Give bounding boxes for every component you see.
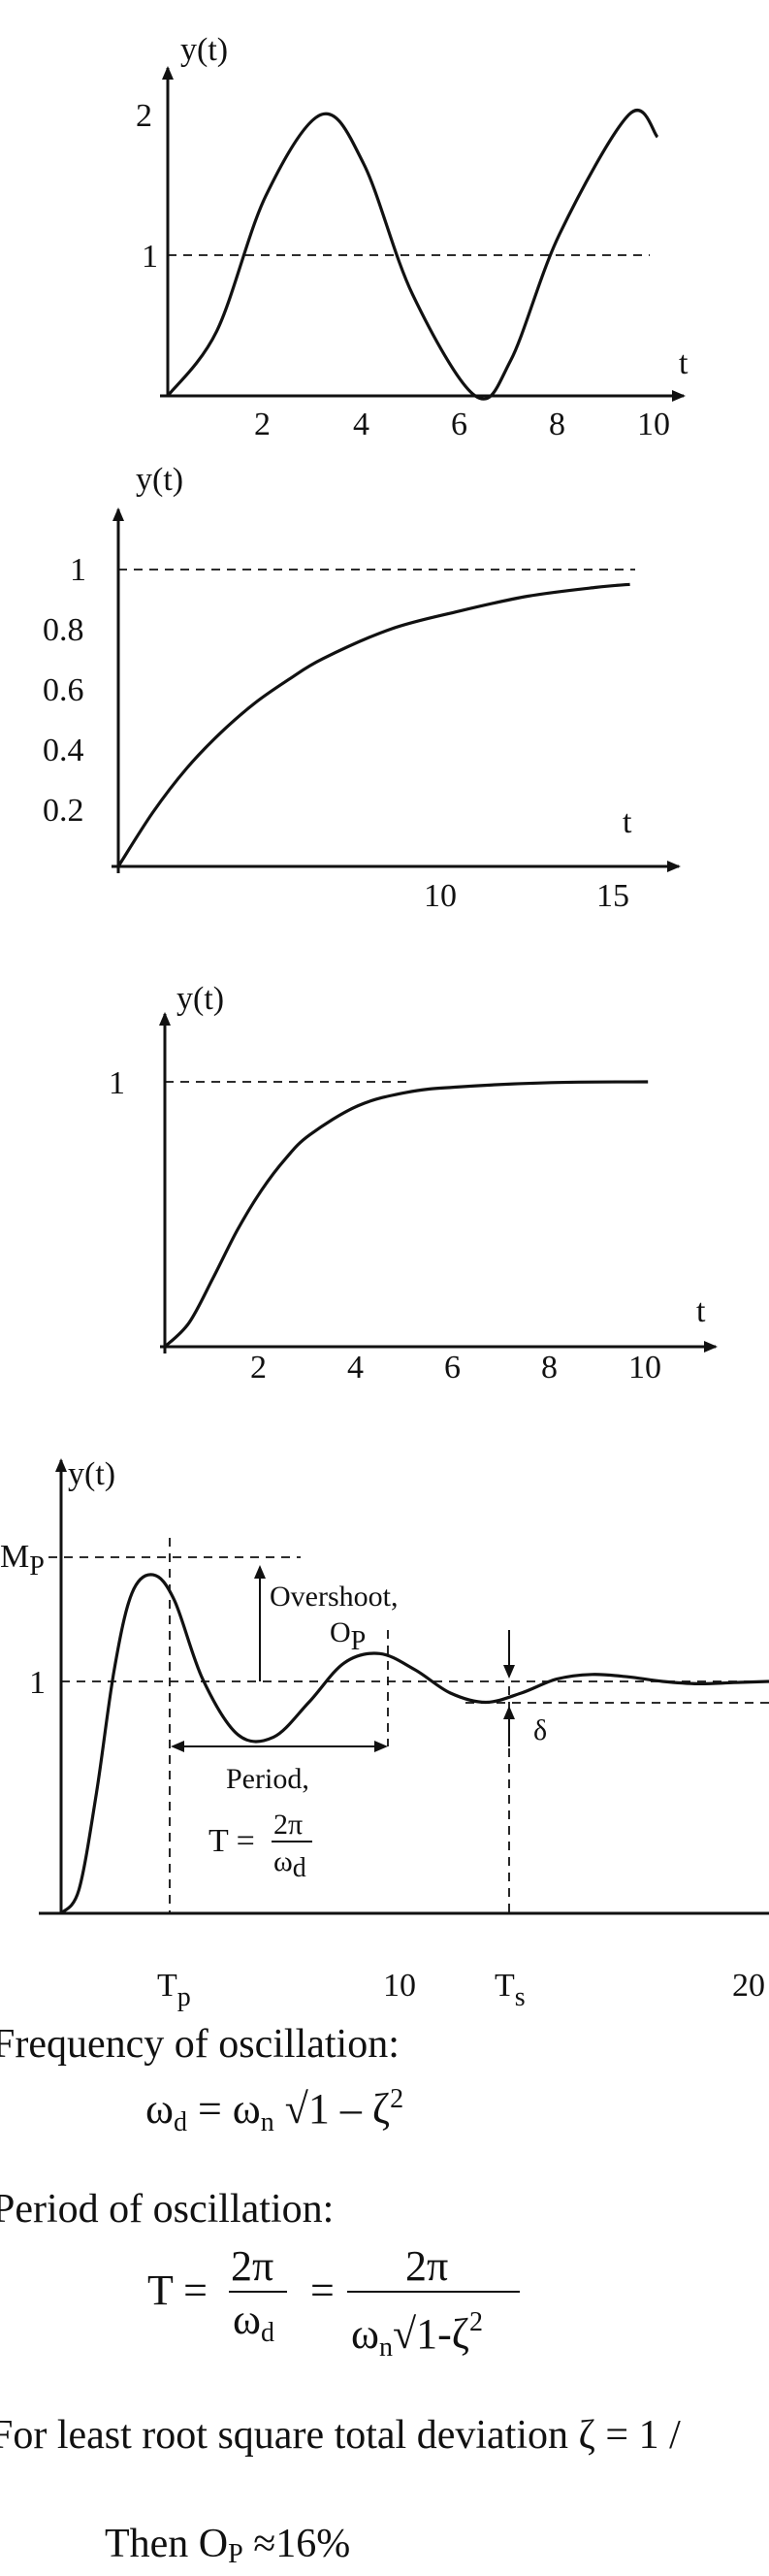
chart-first-order-fast: y(t) t 1 2 4 6 8 10 — [109, 981, 718, 1386]
chart3-series-line — [163, 1080, 649, 1349]
period-label-text: Period of oscillation: — [0, 2187, 334, 2232]
period-eq2: = — [310, 2266, 335, 2314]
period-eq-den: ωd — [273, 1845, 306, 1883]
chart1-x-tick-6: 6 — [451, 407, 467, 442]
chart1-x-tick-10: 10 — [637, 407, 670, 442]
chart3-x-tick-10: 10 — [628, 1350, 661, 1386]
chart1-y-label: y(t) — [180, 32, 228, 68]
chart4-x-tick-10: 10 — [383, 1968, 416, 2004]
chart1-x-tick-8: 8 — [549, 407, 565, 442]
chart3-y-tick-1: 1 — [109, 1065, 125, 1101]
chart4-series-line — [59, 1573, 769, 1915]
chart1-x-label: t — [679, 345, 689, 381]
chart2-y-label: y(t) — [136, 462, 183, 498]
period-eq-num: 2π — [273, 1809, 303, 1841]
chart1-series-line — [166, 109, 659, 401]
chart-sinusoid: y(t) t 2 1 2 4 6 8 10 — [136, 32, 689, 442]
chart2-y-tick-0-8: 0.8 — [43, 612, 84, 648]
chart4-y-tick-1: 1 — [29, 1665, 46, 1701]
period-den1: ωd — [233, 2296, 274, 2348]
chart4-x-tick-ts: Ts — [495, 1968, 526, 2012]
chart2-x-tick-15: 15 — [596, 878, 629, 914]
overshoot-symbol: OP — [330, 1616, 366, 1656]
chart2-series-line — [116, 582, 630, 867]
chart2-y-tick-1: 1 — [70, 552, 86, 588]
chart1-x-tick-2: 2 — [254, 407, 271, 442]
chart3-x-tick-2: 2 — [250, 1350, 267, 1386]
chart2-y-tick-0-4: 0.4 — [43, 733, 84, 768]
chart4-mp-label: MP — [0, 1539, 45, 1581]
chart4-x-tick-tp: Tp — [157, 1968, 191, 2012]
chart3-x-tick-8: 8 — [541, 1350, 558, 1386]
chart1-y-tick-1: 1 — [142, 239, 158, 275]
period-num2: 2π — [405, 2242, 448, 2290]
freq-equation: ωd = ωn √1 – ζ2 — [145, 2084, 403, 2137]
period-eq-lhs: T = — [208, 1823, 255, 1859]
overshoot-label: Overshoot, — [270, 1581, 398, 1613]
freq-label: Frequency of oscillation: — [0, 2022, 400, 2067]
equations-block: Frequency of oscillation: ωd = ωn √1 – ζ… — [0, 2022, 681, 2569]
chart3-x-tick-4: 4 — [347, 1350, 364, 1386]
chart3-x-tick-6: 6 — [444, 1350, 461, 1386]
chart3-y-label: y(t) — [176, 981, 224, 1017]
chart1-x-tick-4: 4 — [353, 407, 369, 442]
period-den2: ωn√1-ζ2 — [351, 2307, 483, 2363]
period-label: Period, — [226, 1763, 309, 1795]
chart2-x-tick-10: 10 — [424, 878, 457, 914]
chart-first-order-slow: y(t) t 1 0.8 0.6 0.4 0.2 10 15 — [43, 462, 681, 914]
period-T: T = — [147, 2266, 208, 2314]
chart2-x-label: t — [623, 804, 632, 840]
chart4-x-tick-20: 20 — [732, 1968, 765, 2004]
chart4-y-label: y(t) — [68, 1456, 115, 1492]
period-num1: 2π — [231, 2242, 273, 2290]
chart-underdamped: y(t) MP 1 Overshoot, OP δ Period, T = 2π… — [0, 1456, 769, 2012]
least-deviation-label: For least root square total deviation ζ … — [0, 2413, 681, 2458]
delta-label: δ — [533, 1714, 547, 1746]
chart2-y-tick-0-6: 0.6 — [43, 672, 84, 708]
then-overshoot-label: Then OP ≈16% — [105, 2522, 350, 2569]
chart2-y-tick-0-2: 0.2 — [43, 793, 84, 829]
chart3-x-label: t — [696, 1293, 706, 1329]
chart1-y-tick-2: 2 — [136, 98, 152, 134]
